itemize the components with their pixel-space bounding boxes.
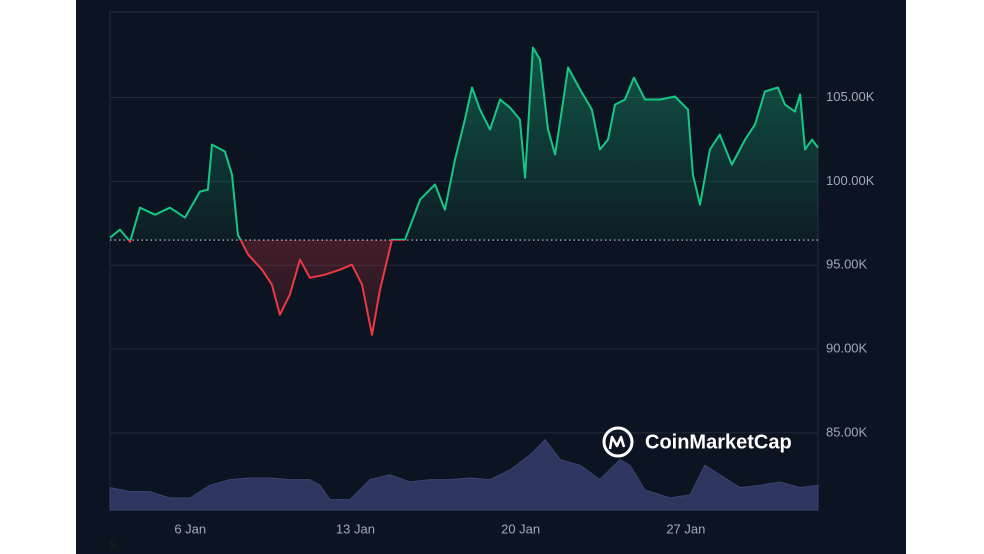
logo-ring xyxy=(602,426,634,458)
y-tick-label: 95.00K xyxy=(826,257,868,272)
price-area xyxy=(110,47,818,335)
y-tick-label: 105.00K xyxy=(826,89,875,104)
y-tick-label: 90.00K xyxy=(826,340,868,355)
x-tick-label: 13 Jan xyxy=(336,521,375,536)
footnote: 5 xyxy=(109,537,116,552)
x-tick-label: 20 Jan xyxy=(501,521,540,536)
watermark-text: CoinMarketCap xyxy=(645,431,792,453)
panel xyxy=(76,0,906,554)
x-tick-label: 27 Jan xyxy=(666,521,705,536)
y-tick-label: 100.00K xyxy=(826,173,875,188)
watermark: CoinMarketCap xyxy=(602,426,792,458)
x-tick-label: 6 Jan xyxy=(174,521,206,536)
volume-area xyxy=(109,438,819,511)
y-tick-label: 85.00K xyxy=(826,424,868,439)
logo-wave xyxy=(608,435,626,450)
price-line xyxy=(109,46,819,336)
